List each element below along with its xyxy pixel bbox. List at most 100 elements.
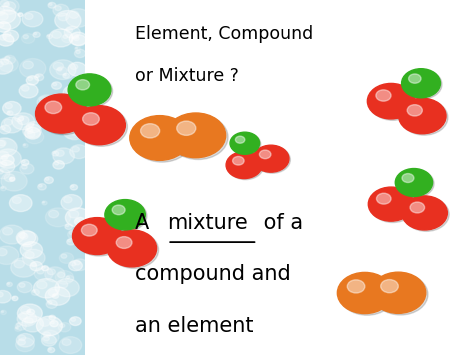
Circle shape — [410, 202, 425, 213]
Circle shape — [107, 230, 156, 267]
Circle shape — [0, 290, 11, 303]
Circle shape — [0, 248, 7, 256]
Circle shape — [19, 283, 25, 288]
Circle shape — [82, 224, 97, 236]
Circle shape — [72, 104, 78, 109]
Circle shape — [70, 262, 76, 266]
Circle shape — [61, 195, 82, 211]
Circle shape — [56, 67, 67, 75]
Circle shape — [12, 296, 18, 301]
Circle shape — [55, 279, 79, 297]
Circle shape — [5, 103, 12, 109]
Circle shape — [0, 125, 11, 134]
Circle shape — [45, 287, 70, 305]
Circle shape — [21, 33, 35, 43]
Circle shape — [4, 174, 15, 182]
Circle shape — [26, 122, 41, 133]
Circle shape — [27, 310, 31, 312]
Circle shape — [10, 178, 12, 179]
Circle shape — [34, 279, 59, 298]
Circle shape — [65, 87, 73, 93]
Circle shape — [0, 310, 7, 315]
Circle shape — [1, 187, 3, 189]
Circle shape — [52, 31, 62, 38]
Circle shape — [64, 197, 72, 203]
Circle shape — [70, 64, 78, 70]
Circle shape — [18, 304, 42, 323]
Circle shape — [47, 35, 50, 37]
Circle shape — [141, 124, 160, 138]
Circle shape — [20, 233, 28, 239]
FancyBboxPatch shape — [0, 0, 85, 355]
Circle shape — [53, 148, 74, 164]
Circle shape — [59, 253, 73, 263]
Circle shape — [7, 111, 13, 115]
Circle shape — [72, 259, 88, 271]
Circle shape — [19, 59, 46, 78]
Circle shape — [76, 50, 80, 54]
Circle shape — [36, 94, 88, 133]
Circle shape — [48, 348, 55, 353]
Circle shape — [20, 242, 43, 258]
Circle shape — [42, 201, 47, 205]
Circle shape — [0, 59, 13, 74]
Circle shape — [404, 197, 449, 231]
Circle shape — [3, 2, 16, 11]
Circle shape — [27, 132, 35, 137]
Circle shape — [347, 280, 365, 293]
Circle shape — [25, 318, 33, 324]
Circle shape — [68, 240, 71, 242]
Circle shape — [47, 301, 52, 304]
Circle shape — [49, 210, 59, 218]
Circle shape — [46, 178, 49, 180]
Text: or Mixture ?: or Mixture ? — [135, 67, 239, 86]
Circle shape — [66, 28, 73, 33]
Circle shape — [107, 201, 147, 231]
Circle shape — [68, 62, 87, 76]
Circle shape — [55, 150, 64, 156]
Circle shape — [43, 332, 51, 337]
Circle shape — [72, 147, 80, 152]
Circle shape — [369, 85, 417, 120]
Circle shape — [0, 160, 15, 173]
Circle shape — [52, 82, 62, 89]
Circle shape — [407, 105, 422, 116]
Circle shape — [15, 322, 27, 330]
Circle shape — [66, 125, 75, 132]
Circle shape — [41, 330, 59, 344]
Circle shape — [50, 60, 76, 80]
Circle shape — [67, 239, 75, 245]
Circle shape — [49, 29, 73, 47]
Circle shape — [28, 77, 33, 81]
Circle shape — [0, 170, 3, 174]
Circle shape — [370, 189, 416, 223]
Text: an element: an element — [135, 316, 254, 336]
Circle shape — [0, 12, 8, 20]
Circle shape — [72, 35, 86, 46]
Circle shape — [18, 13, 20, 15]
Circle shape — [177, 121, 196, 135]
Circle shape — [25, 126, 33, 131]
Circle shape — [0, 23, 4, 27]
Circle shape — [63, 35, 68, 38]
Circle shape — [236, 136, 245, 143]
Text: mixture: mixture — [167, 213, 248, 233]
Circle shape — [23, 61, 33, 69]
Circle shape — [28, 123, 34, 127]
Circle shape — [68, 74, 111, 106]
Circle shape — [74, 219, 124, 256]
Circle shape — [0, 57, 18, 72]
Text: of a: of a — [257, 213, 303, 233]
Circle shape — [59, 119, 67, 125]
Circle shape — [69, 210, 79, 218]
Circle shape — [381, 280, 398, 293]
Circle shape — [4, 3, 9, 7]
Circle shape — [71, 185, 74, 187]
Circle shape — [0, 126, 5, 130]
Circle shape — [230, 132, 260, 154]
Circle shape — [376, 193, 391, 204]
Circle shape — [25, 127, 40, 139]
Circle shape — [17, 231, 38, 247]
Circle shape — [373, 274, 428, 315]
Circle shape — [15, 115, 24, 122]
